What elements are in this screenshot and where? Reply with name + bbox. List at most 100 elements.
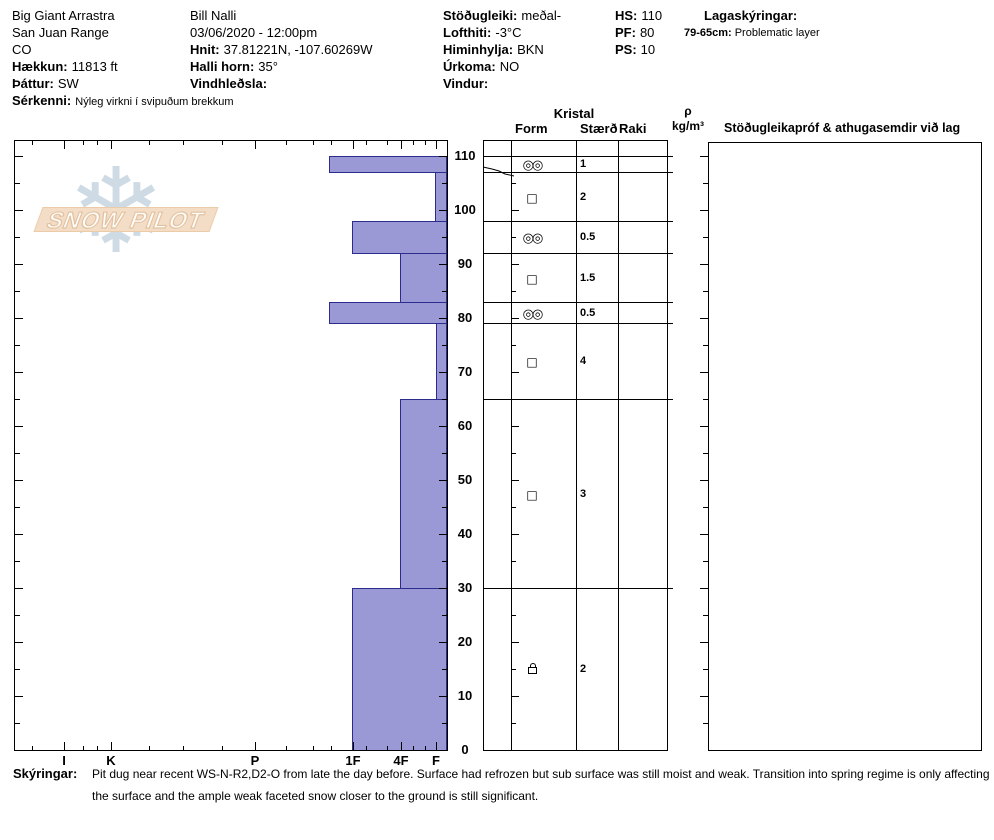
depth-label: 110	[454, 148, 476, 163]
depth-tick	[439, 534, 447, 535]
form-symbol: ◎◎	[511, 156, 553, 173]
scale-tick	[703, 615, 708, 616]
table-header-form: Form	[515, 121, 548, 136]
scale-tick	[512, 291, 516, 292]
depth-tick	[15, 480, 23, 481]
depth-label: 100	[454, 202, 476, 217]
hardness-minor-tick	[32, 746, 33, 750]
hardness-label: 1F	[345, 753, 361, 768]
hardness-minor-tick	[313, 746, 314, 750]
hardness-minor-tick	[149, 746, 150, 750]
table-border	[483, 140, 667, 141]
depth-tick	[15, 615, 20, 616]
hardness-minor-tick	[97, 746, 98, 750]
scale-tick	[512, 264, 519, 265]
grain-size-value: 4	[580, 355, 587, 368]
header-site-column: Big Giant Arrastra San Juan Range CO Hæk…	[12, 7, 118, 92]
hardness-minor-tick	[313, 141, 314, 145]
table-header-density-symbol: ρ	[684, 104, 692, 118]
depth-label: 60	[457, 418, 473, 433]
hardness-minor-tick	[413, 141, 414, 145]
square-crystal-icon: □	[526, 355, 538, 370]
hardness-minor-tick	[331, 141, 332, 145]
grain-size-value: 2	[580, 663, 587, 675]
scale-tick	[512, 561, 516, 562]
form-symbol	[511, 661, 553, 677]
depth-tick	[442, 183, 447, 184]
scale-tick	[700, 426, 708, 427]
layer-notes-title: Lagaskýringar:	[704, 8, 798, 23]
layer-boundary-line	[483, 588, 673, 589]
form-symbol: □	[511, 270, 553, 286]
scale-tick	[703, 237, 708, 238]
depth-tick	[15, 345, 20, 346]
depth-tick	[442, 237, 447, 238]
double-circle-crystal-icon: ◎◎	[522, 231, 544, 246]
depth-tick	[15, 264, 23, 265]
hardness-bar	[400, 399, 447, 589]
sky-cover: Himinhylja: BKN	[443, 42, 544, 57]
scale-tick	[512, 507, 516, 508]
hardness-minor-tick	[366, 141, 367, 145]
depth-tick	[439, 480, 447, 481]
depth-tick	[15, 291, 20, 292]
form-symbol: □	[511, 189, 553, 205]
hardness-minor-tick	[222, 141, 223, 145]
depth-tick	[15, 372, 23, 373]
table-vline	[667, 140, 668, 751]
scale-tick	[512, 156, 519, 157]
scale-tick	[700, 372, 708, 373]
snowpilot-logo: ❄ SNOW PILOT	[30, 145, 250, 305]
scale-tick	[703, 669, 708, 670]
square-arc-crystal-icon	[527, 663, 537, 674]
scale-tick	[512, 183, 516, 184]
layer-boundary-line	[483, 301, 673, 303]
observation-datetime: 03/06/2020 - 12:00pm	[190, 25, 318, 40]
scale-tick	[703, 507, 708, 508]
table-vline	[483, 140, 484, 751]
hardness-minor-tick	[97, 141, 98, 145]
table-header-size: Stærð	[580, 121, 618, 136]
hardness-minor-tick	[222, 746, 223, 750]
depth-label: 0	[461, 742, 469, 757]
hardness-tick	[255, 141, 256, 149]
site-range: San Juan Range	[12, 25, 109, 40]
depth-tick	[15, 669, 20, 670]
hardness-tick	[353, 742, 354, 750]
scale-tick	[512, 345, 516, 346]
hardness-tick	[353, 141, 354, 149]
scale-tick	[700, 696, 708, 697]
grain-size-value: 0.5	[580, 231, 596, 243]
scale-tick	[512, 642, 519, 643]
scale-tick	[700, 588, 708, 589]
scale-tick	[703, 723, 708, 724]
hardness-minor-tick	[425, 746, 426, 750]
wind: Vindur:	[443, 76, 489, 91]
scale-tick	[700, 534, 708, 535]
scale-tick	[703, 345, 708, 346]
hardness-label: K	[106, 753, 116, 768]
table-border	[483, 750, 667, 751]
hardness-bar	[329, 156, 447, 174]
grain-size-value: 1.5	[580, 271, 596, 284]
depth-label: 90	[457, 256, 473, 271]
comments-box	[708, 142, 982, 751]
site-name: Big Giant Arrastra	[12, 8, 115, 23]
hs-total: HS: 110	[615, 8, 663, 23]
grain-size-value: 2	[580, 190, 587, 203]
scale-tick	[512, 426, 519, 427]
table-vline	[618, 140, 619, 751]
depth-tick	[439, 264, 447, 265]
scale-tick	[700, 210, 708, 211]
depth-tick	[442, 453, 447, 454]
scale-tick	[512, 615, 516, 616]
grain-size-value: 1	[580, 158, 587, 171]
scale-tick	[700, 156, 708, 157]
hardness-minor-tick	[32, 141, 33, 145]
pf-value: PF: 80	[615, 25, 655, 40]
hardness-tick	[436, 141, 437, 149]
depth-tick	[439, 156, 447, 157]
wind-loading: Vindhleðsla:	[190, 76, 268, 91]
notes-label: Skýringar:	[13, 766, 78, 781]
